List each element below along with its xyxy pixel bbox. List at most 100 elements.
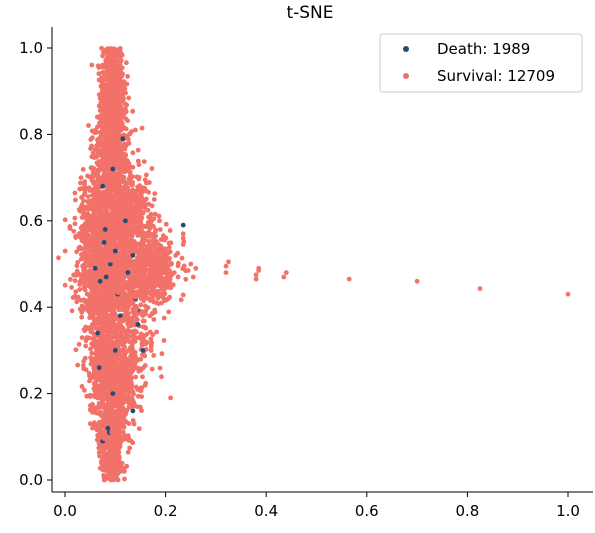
survival-point xyxy=(115,234,120,239)
survival-point xyxy=(88,137,94,142)
survival-point xyxy=(103,341,109,347)
survival-point xyxy=(143,325,149,331)
survival-point xyxy=(157,365,163,371)
survival-point xyxy=(119,342,125,348)
survival-point xyxy=(82,181,88,187)
survival-point xyxy=(110,193,115,198)
survival-point xyxy=(74,249,79,255)
survival-point xyxy=(97,120,102,126)
survival-point xyxy=(139,408,144,413)
survival-point xyxy=(90,166,95,172)
survival-point xyxy=(125,274,131,280)
survival-point xyxy=(76,341,82,347)
survival-point xyxy=(101,209,107,214)
survival-point xyxy=(170,282,176,288)
survival-point xyxy=(142,231,148,237)
survival-point xyxy=(99,75,105,80)
survival-point xyxy=(145,251,150,257)
survival-point xyxy=(77,231,83,236)
survival-point xyxy=(157,227,163,232)
survival-point xyxy=(112,443,117,449)
survival-point xyxy=(118,73,124,79)
points-layer xyxy=(56,45,571,483)
survival-point xyxy=(94,130,99,135)
survival-point xyxy=(82,186,88,191)
survival-point xyxy=(117,250,123,256)
survival-point xyxy=(142,303,148,309)
survival-point xyxy=(77,244,83,250)
chart-title: t-SNE xyxy=(286,3,333,23)
survival-point xyxy=(99,222,105,228)
survival-point xyxy=(114,355,119,361)
survival-point xyxy=(124,200,130,206)
survival-point xyxy=(95,114,100,120)
survival-point xyxy=(117,245,123,251)
survival-point xyxy=(120,168,125,174)
survival-point xyxy=(92,394,98,400)
survival-point xyxy=(131,261,137,266)
survival-point xyxy=(81,268,86,273)
survival-point xyxy=(96,65,102,70)
survival-point xyxy=(72,221,78,227)
survival-point xyxy=(149,366,155,372)
survival-point xyxy=(84,291,90,297)
survival-point xyxy=(100,92,106,98)
survival-point xyxy=(115,274,121,280)
survival-point xyxy=(150,276,155,282)
survival-point xyxy=(118,173,124,178)
survival-point xyxy=(86,198,91,204)
survival-point xyxy=(125,163,131,168)
survival-point xyxy=(103,111,108,117)
survival-point xyxy=(125,118,131,124)
survival-point xyxy=(139,385,145,391)
survival-point xyxy=(130,355,136,361)
survival-point xyxy=(134,212,140,218)
survival-point xyxy=(150,284,156,290)
survival-point xyxy=(128,345,133,350)
survival-point xyxy=(107,222,112,228)
death-point xyxy=(101,240,107,245)
survival-point xyxy=(135,393,141,399)
survival-point xyxy=(87,373,92,379)
survival-point xyxy=(100,119,106,124)
survival-point xyxy=(100,164,106,169)
survival-point xyxy=(67,224,73,229)
survival-point xyxy=(118,410,123,416)
survival-point xyxy=(139,125,145,131)
survival-point xyxy=(136,162,142,168)
survival-point xyxy=(143,188,149,194)
survival-point xyxy=(160,233,166,239)
survival-point xyxy=(108,171,113,177)
survival-point xyxy=(81,273,87,278)
survival-point xyxy=(115,161,120,166)
survival-point xyxy=(112,260,118,266)
survival-point xyxy=(154,329,160,335)
survival-point xyxy=(79,335,85,340)
survival-point xyxy=(85,194,91,199)
survival-point xyxy=(81,326,87,332)
survival-point xyxy=(128,285,134,290)
survival-point xyxy=(126,246,132,252)
survival-point xyxy=(178,297,184,303)
survival-point xyxy=(122,146,128,152)
survival-point xyxy=(120,302,126,307)
survival-point xyxy=(130,339,136,345)
survival-point xyxy=(149,260,155,266)
survival-point xyxy=(93,240,98,246)
survival-point xyxy=(81,231,86,237)
survival-point xyxy=(105,279,110,284)
survival-point xyxy=(94,160,100,166)
survival-point xyxy=(107,292,113,298)
survival-point xyxy=(117,225,123,230)
survival-point xyxy=(96,92,102,98)
survival-point xyxy=(69,285,74,290)
survival-point xyxy=(72,215,78,221)
survival-point xyxy=(73,347,79,353)
survival-point xyxy=(152,211,158,217)
survival-point xyxy=(92,318,97,324)
survival-point xyxy=(93,191,99,197)
survival-point xyxy=(113,47,119,53)
survival-point xyxy=(125,449,131,455)
survival-point xyxy=(75,259,81,265)
survival-point xyxy=(183,276,189,282)
